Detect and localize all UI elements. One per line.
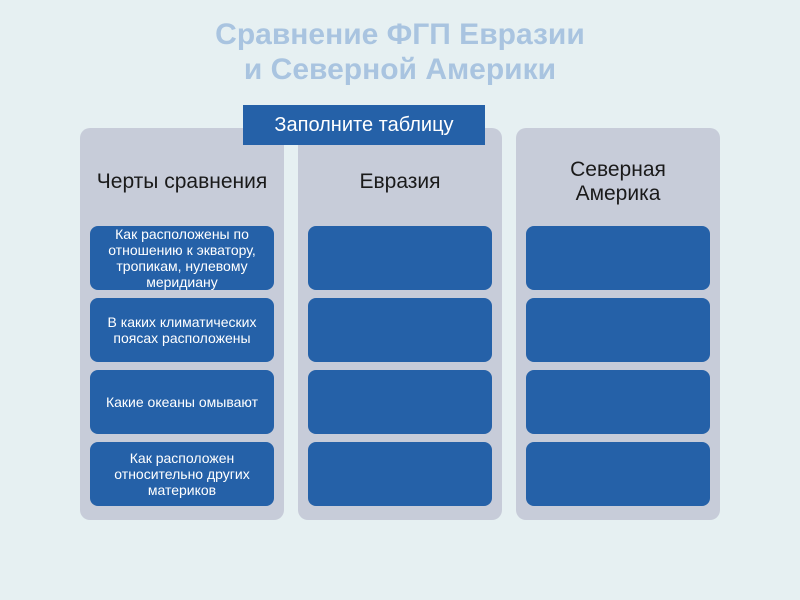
banner-text: Заполните таблицу [274, 114, 453, 137]
answer-cell[interactable] [526, 442, 710, 506]
title-line2: и Северной Америки [244, 53, 556, 86]
feature-cell: В каких климатических поясах расположены [90, 298, 274, 362]
column-features: Черты сравнения Как расположены по отнош… [80, 128, 284, 520]
feature-cell: Как расположен относительно других матер… [90, 442, 274, 506]
feature-cell: Какие океаны омывают [90, 370, 274, 434]
column-north-america: Северная Америка [516, 128, 720, 520]
column-cells: Как расположены по отношению к экватору,… [90, 226, 274, 506]
column-header: Северная Америка [526, 138, 710, 226]
column-eurasia: Евразия [298, 128, 502, 520]
column-header: Черты сравнения [90, 138, 274, 226]
answer-cell[interactable] [526, 226, 710, 290]
feature-cell: Как расположены по отношению к экватору,… [90, 226, 274, 290]
answer-cell[interactable] [308, 442, 492, 506]
answer-cell[interactable] [526, 298, 710, 362]
title-line1: Сравнение ФГП Евразии [215, 18, 585, 51]
slide-title: Сравнение ФГП Евразии и Северной Америки [0, 18, 800, 87]
slide: Сравнение ФГП Евразии и Северной Америки… [0, 0, 800, 600]
answer-cell[interactable] [308, 370, 492, 434]
answer-cell[interactable] [526, 370, 710, 434]
instruction-banner: Заполните таблицу [243, 105, 485, 145]
column-cells [526, 226, 710, 506]
answer-cell[interactable] [308, 226, 492, 290]
column-cells [308, 226, 492, 506]
column-header: Евразия [308, 138, 492, 226]
columns-container: Черты сравнения Как расположены по отнош… [80, 128, 720, 520]
answer-cell[interactable] [308, 298, 492, 362]
